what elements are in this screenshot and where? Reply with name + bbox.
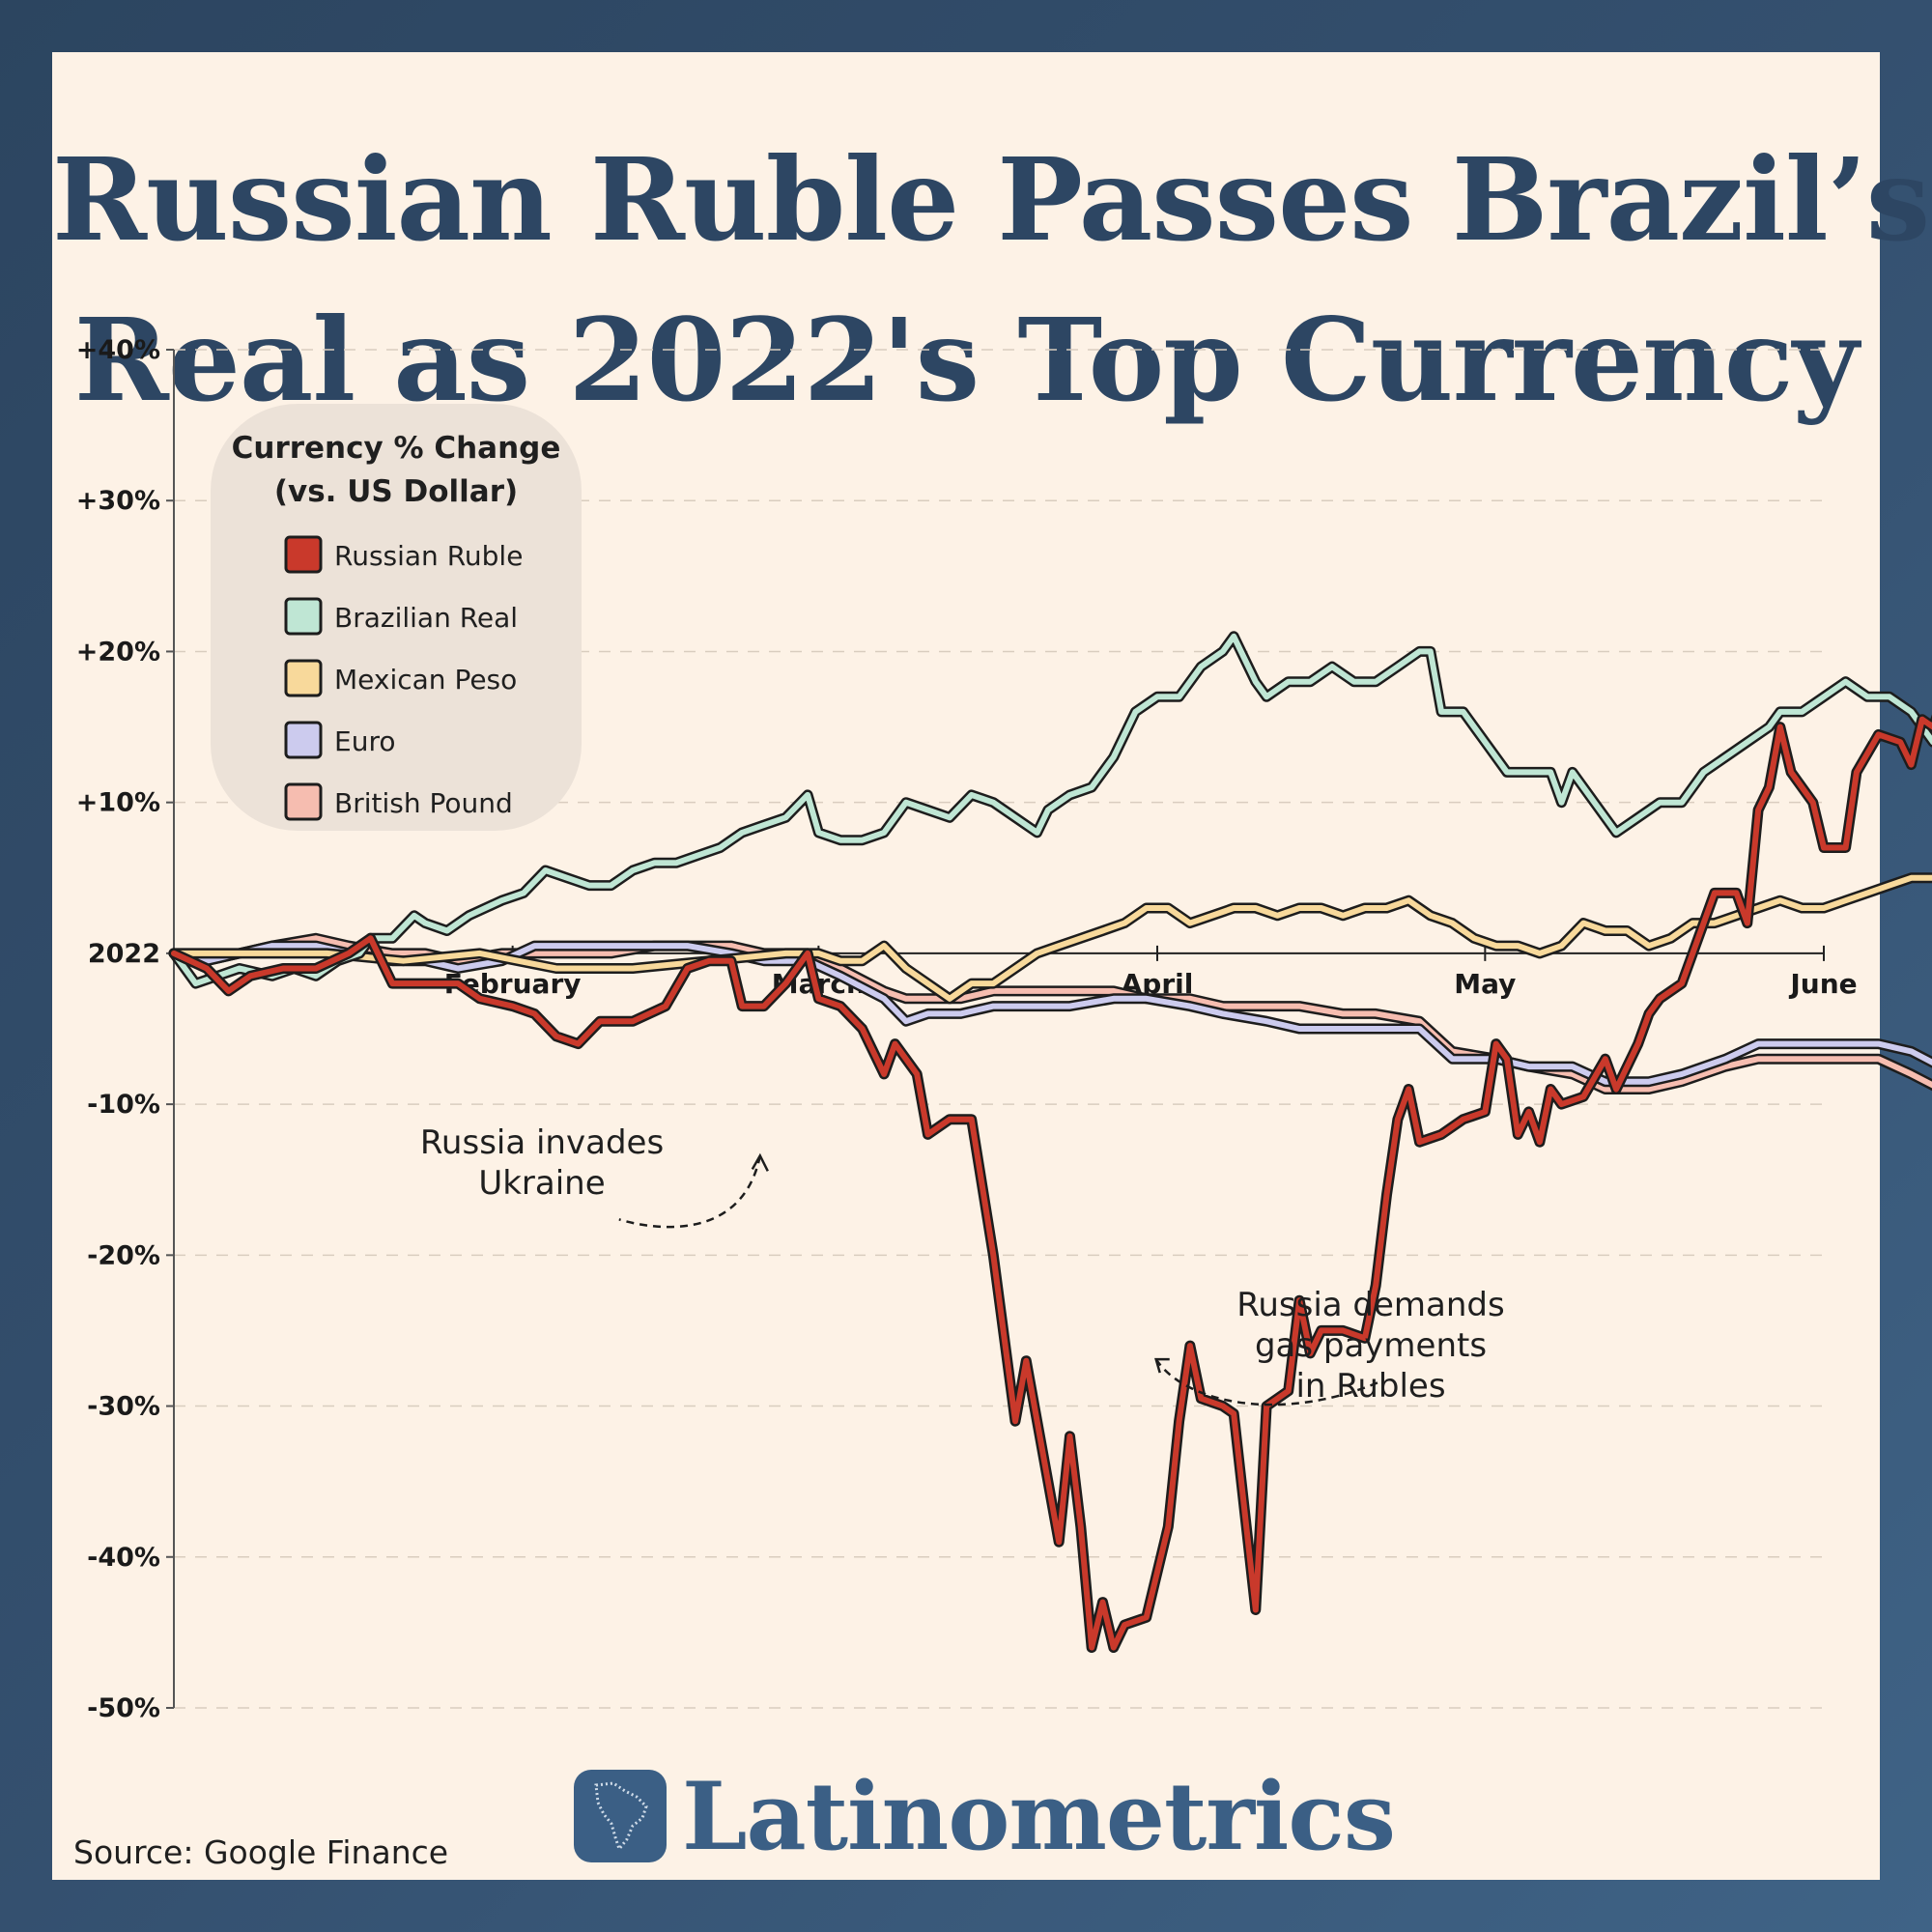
annotation-text: in Rubles: [1295, 1367, 1445, 1406]
legend-title: Currency % Change: [232, 431, 561, 466]
latin-america-map-icon: [574, 1770, 667, 1862]
page-title: Russian Ruble Passes Brazil’s Real as 20…: [52, 120, 1930, 440]
legend-swatch: [284, 597, 323, 636]
legend-label: Mexican Peso: [334, 664, 517, 696]
y-tick-label: +40%: [76, 335, 160, 365]
legend-swatch: [284, 535, 323, 574]
y-tick-label: -20%: [87, 1240, 160, 1270]
legend-swatch: [284, 659, 323, 697]
y-tick-label: +10%: [76, 788, 160, 818]
y-tick-label: +30%: [76, 486, 160, 516]
annotation-arrow: [618, 1155, 762, 1229]
brand-logo: Latinometrics: [574, 1762, 1396, 1871]
series-line-russian-ruble: [171, 716, 1932, 1651]
y-tick-label: -50%: [87, 1693, 160, 1723]
annotation-text: Russia demands: [1236, 1286, 1504, 1324]
annotation-text: Russia invades: [420, 1123, 664, 1162]
title-line-1: Russian Ruble Passes Brazil’s: [52, 132, 1930, 267]
source-note: Source: Google Finance: [73, 1833, 449, 1871]
y-tick-label: -40%: [87, 1543, 160, 1573]
infographic-card: Russian Ruble Passes Brazil’s Real as 20…: [52, 52, 1930, 1880]
series-line-mexican-peso: [171, 874, 1932, 1002]
legend-swatch: [284, 782, 323, 821]
legend-swatch: [284, 721, 323, 759]
legend-label: British Pound: [334, 787, 513, 819]
y-tick-label: +20%: [76, 637, 160, 667]
y-tick-label: -30%: [87, 1392, 160, 1422]
annotation-arrowhead: [751, 1152, 769, 1172]
brand-name: Latinometrics: [682, 1761, 1396, 1871]
x-tick-label: June: [1788, 968, 1857, 1000]
y-tick-label: 2022: [88, 939, 160, 969]
legend-label: Brazilian Real: [334, 602, 518, 634]
annotation-arrowhead: [1154, 1357, 1170, 1374]
annotation-arrow: [1154, 1358, 1379, 1406]
y-tick-label: -10%: [87, 1090, 160, 1120]
legend-label: Russian Ruble: [334, 540, 523, 572]
legend-label: Euro: [334, 725, 395, 757]
x-tick-label: May: [1454, 968, 1516, 1000]
legend-subtitle: (vs. US Dollar): [274, 474, 518, 509]
annotation-text: Ukraine: [478, 1164, 605, 1203]
annotation-text: gas payments: [1255, 1326, 1487, 1365]
series-line-brazilian-real: [171, 633, 1932, 987]
series-line-euro: [171, 943, 1932, 1085]
